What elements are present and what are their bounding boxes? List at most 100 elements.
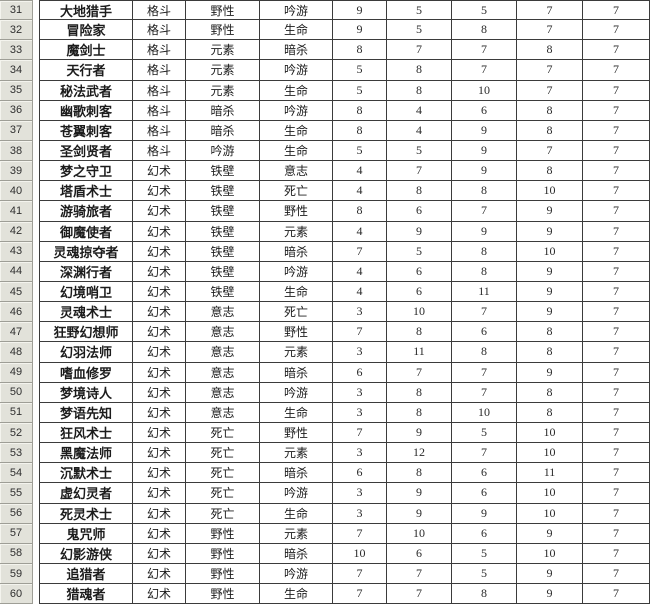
cell-trait-2[interactable]: 元素 bbox=[260, 342, 333, 363]
cell-value-4[interactable]: 8 bbox=[517, 161, 583, 182]
row-header-cell[interactable]: 55 bbox=[0, 483, 33, 504]
row-header-cell[interactable]: 52 bbox=[0, 422, 33, 444]
cell-trait-2[interactable]: 生命 bbox=[260, 402, 333, 423]
cell-trait-2[interactable]: 暗杀 bbox=[260, 40, 333, 61]
cell-value-1[interactable]: 7 bbox=[333, 241, 387, 262]
cell-value-5[interactable]: 7 bbox=[583, 100, 650, 121]
cell-class[interactable]: 幻术 bbox=[133, 322, 186, 343]
cell-value-5[interactable]: 7 bbox=[583, 362, 650, 383]
cell-name[interactable]: 御魔使者 bbox=[39, 221, 133, 242]
cell-class[interactable]: 幻术 bbox=[133, 261, 186, 282]
cell-value-2[interactable]: 8 bbox=[387, 181, 452, 202]
cell-trait-2[interactable]: 元素 bbox=[260, 443, 333, 464]
cell-value-2[interactable]: 8 bbox=[387, 80, 452, 101]
cell-value-1[interactable]: 4 bbox=[333, 221, 387, 242]
row-header-cell[interactable]: 49 bbox=[0, 362, 33, 383]
cell-value-5[interactable]: 7 bbox=[583, 60, 650, 81]
cell-trait-2[interactable]: 生命 bbox=[260, 120, 333, 141]
cell-value-4[interactable]: 9 bbox=[517, 201, 583, 222]
cell-value-2[interactable]: 8 bbox=[387, 382, 452, 403]
cell-trait-1[interactable]: 暗杀 bbox=[186, 120, 260, 141]
cell-value-1[interactable]: 3 bbox=[333, 382, 387, 403]
cell-value-2[interactable]: 7 bbox=[387, 563, 452, 585]
row-header-cell[interactable]: 34 bbox=[0, 60, 33, 81]
cell-value-5[interactable]: 7 bbox=[583, 402, 650, 423]
cell-trait-1[interactable]: 野性 bbox=[186, 523, 260, 544]
cell-name[interactable]: 鬼咒师 bbox=[39, 523, 133, 544]
cell-value-2[interactable]: 8 bbox=[387, 322, 452, 343]
cell-name[interactable]: 追猎者 bbox=[39, 563, 133, 585]
row-header-cell[interactable]: 41 bbox=[0, 201, 33, 222]
cell-class[interactable]: 格斗 bbox=[133, 80, 186, 101]
cell-value-4[interactable]: 10 bbox=[517, 443, 583, 464]
cell-name[interactable]: 灵魂掠夺者 bbox=[39, 241, 133, 262]
cell-value-4[interactable]: 9 bbox=[517, 362, 583, 383]
cell-trait-1[interactable]: 野性 bbox=[186, 0, 260, 21]
cell-trait-2[interactable]: 意志 bbox=[260, 161, 333, 182]
cell-value-1[interactable]: 3 bbox=[333, 402, 387, 423]
row-header-cell[interactable]: 54 bbox=[0, 463, 33, 484]
cell-value-2[interactable]: 9 bbox=[387, 221, 452, 242]
cell-name[interactable]: 狂风术士 bbox=[39, 422, 133, 444]
cell-value-3[interactable]: 9 bbox=[452, 140, 517, 162]
row-header-cell[interactable]: 60 bbox=[0, 584, 33, 604]
cell-value-3[interactable]: 8 bbox=[452, 584, 517, 604]
cell-name[interactable]: 虚幻灵者 bbox=[39, 483, 133, 504]
row-header-cell[interactable]: 39 bbox=[0, 161, 33, 182]
cell-trait-1[interactable]: 死亡 bbox=[186, 503, 260, 524]
cell-name[interactable]: 冒险家 bbox=[39, 20, 133, 41]
row-header-cell[interactable]: 36 bbox=[0, 100, 33, 121]
cell-value-3[interactable]: 8 bbox=[452, 181, 517, 202]
cell-class[interactable]: 格斗 bbox=[133, 0, 186, 21]
cell-value-3[interactable]: 10 bbox=[452, 80, 517, 101]
cell-name[interactable]: 黑魔法师 bbox=[39, 443, 133, 464]
row-header-cell[interactable]: 47 bbox=[0, 322, 33, 343]
cell-value-2[interactable]: 9 bbox=[387, 422, 452, 444]
cell-value-2[interactable]: 6 bbox=[387, 543, 452, 564]
cell-value-1[interactable]: 7 bbox=[333, 523, 387, 544]
cell-trait-1[interactable]: 意志 bbox=[186, 342, 260, 363]
cell-name[interactable]: 苍翼刺客 bbox=[39, 120, 133, 141]
row-header-cell[interactable]: 43 bbox=[0, 241, 33, 262]
cell-name[interactable]: 梦语先知 bbox=[39, 402, 133, 423]
cell-value-3[interactable]: 9 bbox=[452, 161, 517, 182]
cell-class[interactable]: 幻术 bbox=[133, 221, 186, 242]
cell-name[interactable]: 幻羽法师 bbox=[39, 342, 133, 363]
cell-trait-1[interactable]: 野性 bbox=[186, 584, 260, 604]
cell-trait-1[interactable]: 元素 bbox=[186, 40, 260, 61]
cell-trait-1[interactable]: 死亡 bbox=[186, 443, 260, 464]
cell-value-2[interactable]: 5 bbox=[387, 20, 452, 41]
cell-class[interactable]: 幻术 bbox=[133, 201, 186, 222]
cell-value-1[interactable]: 9 bbox=[333, 0, 387, 21]
cell-name[interactable]: 游骑旅者 bbox=[39, 201, 133, 222]
cell-value-5[interactable]: 7 bbox=[583, 241, 650, 262]
cell-value-1[interactable]: 3 bbox=[333, 443, 387, 464]
cell-name[interactable]: 塔盾术士 bbox=[39, 181, 133, 202]
cell-value-3[interactable]: 6 bbox=[452, 483, 517, 504]
cell-value-2[interactable]: 5 bbox=[387, 140, 452, 162]
cell-name[interactable]: 梦境诗人 bbox=[39, 382, 133, 403]
cell-value-1[interactable]: 4 bbox=[333, 261, 387, 282]
cell-value-2[interactable]: 8 bbox=[387, 402, 452, 423]
cell-name[interactable]: 秘法武者 bbox=[39, 80, 133, 101]
cell-value-1[interactable]: 7 bbox=[333, 422, 387, 444]
cell-value-1[interactable]: 7 bbox=[333, 563, 387, 585]
cell-value-2[interactable]: 8 bbox=[387, 60, 452, 81]
cell-value-4[interactable]: 11 bbox=[517, 463, 583, 484]
cell-class[interactable]: 幻术 bbox=[133, 302, 186, 323]
cell-value-5[interactable]: 7 bbox=[583, 463, 650, 484]
cell-value-2[interactable]: 7 bbox=[387, 161, 452, 182]
cell-trait-2[interactable]: 野性 bbox=[260, 201, 333, 222]
cell-trait-2[interactable]: 吟游 bbox=[260, 0, 333, 21]
cell-value-5[interactable]: 7 bbox=[583, 322, 650, 343]
cell-trait-2[interactable]: 吟游 bbox=[260, 563, 333, 585]
cell-trait-1[interactable]: 铁壁 bbox=[186, 281, 260, 303]
cell-value-3[interactable]: 6 bbox=[452, 322, 517, 343]
cell-value-3[interactable]: 5 bbox=[452, 563, 517, 585]
cell-value-5[interactable]: 7 bbox=[583, 382, 650, 403]
row-header-cell[interactable]: 37 bbox=[0, 120, 33, 141]
cell-trait-1[interactable]: 野性 bbox=[186, 563, 260, 585]
cell-class[interactable]: 幻术 bbox=[133, 584, 186, 604]
cell-value-3[interactable]: 5 bbox=[452, 422, 517, 444]
cell-trait-2[interactable]: 生命 bbox=[260, 281, 333, 303]
